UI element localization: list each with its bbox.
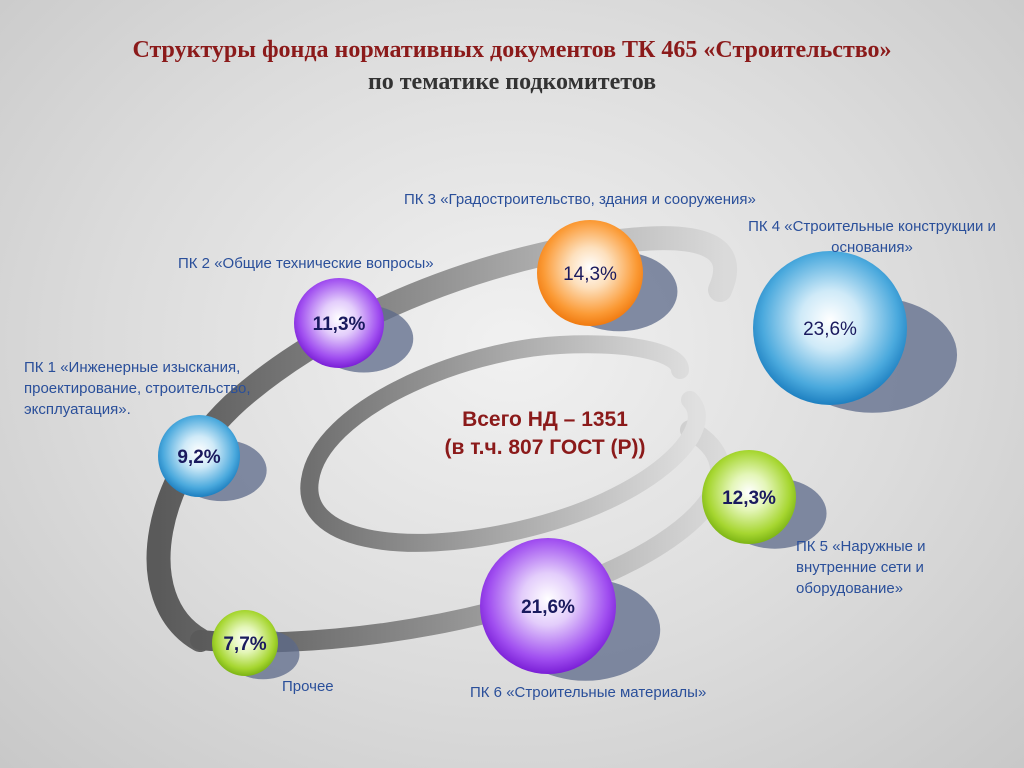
bubble-pk4: 23,6% — [753, 251, 958, 413]
label-other: Прочее — [282, 676, 402, 697]
total-line-2: (в т.ч. 807 ГОСТ (Р)) — [444, 436, 646, 459]
total-summary: Всего НД – 1351 (в т.ч. 807 ГОСТ (Р)) — [380, 406, 710, 462]
bubble-circle-pk5 — [702, 450, 796, 544]
bubbles-layer: 9,2% 11,3% 14,3% 23,6% 12,3% 21,6% 7,7% — [158, 220, 958, 681]
label-pk6: ПК 6 «Строительные материалы» — [470, 682, 770, 703]
label-pk4: ПК 4 «Строительные конструкции и основан… — [724, 216, 1020, 258]
label-pk5: ПК 5 «Наружные и внутренние сети и обору… — [796, 536, 986, 599]
bubble-value-other: 7,7% — [223, 634, 266, 655]
bubble-value-pk1: 9,2% — [177, 447, 220, 468]
bubble-pk1: 9,2% — [158, 415, 267, 502]
bubble-circle-pk4 — [753, 251, 907, 405]
bubble-circle-pk2 — [294, 278, 384, 368]
bubble-pk2: 11,3% — [294, 278, 414, 373]
label-pk2: ПК 2 «Общие технические вопросы» — [178, 253, 508, 274]
title-line-1: Структуры фонда нормативных документов Т… — [132, 37, 892, 63]
bubble-circle-pk6 — [480, 538, 616, 674]
chart-title: Структуры фонда нормативных документов Т… — [0, 34, 1024, 98]
label-pk5-text: ПК 5 «Наружные и внутренние сети и обору… — [796, 538, 926, 597]
bubble-pk5: 12,3% — [702, 450, 827, 549]
label-pk6-text: ПК 6 «Строительные материалы» — [470, 684, 707, 701]
bubble-value-pk2: 11,3% — [313, 314, 366, 335]
label-pk1-text: ПК 1 «Инженерные изыскания, проектирован… — [24, 359, 251, 418]
bubble-pk6: 21,6% — [480, 538, 661, 681]
bubble-value-pk3: 14,3% — [563, 264, 617, 285]
bubble-value-pk6: 21,6% — [521, 597, 575, 618]
total-line-1: Всего НД – 1351 — [462, 408, 628, 431]
bubble-circle-other — [212, 610, 278, 676]
bubble-pk3: 14,3% — [537, 220, 678, 332]
bubble-circle-pk1 — [158, 415, 240, 497]
bubble-circle-pk3 — [537, 220, 643, 326]
label-pk2-text: ПК 2 «Общие технические вопросы» — [178, 255, 434, 272]
title-line-2: по тематике подкомитетов — [367, 69, 657, 95]
label-pk3-text: ПК 3 «Градостроительство, здания и соору… — [404, 191, 756, 208]
bubble-value-pk4: 23,6% — [803, 319, 857, 340]
bubble-value-pk5: 12,3% — [722, 488, 776, 509]
label-other-text: Прочее — [282, 678, 334, 695]
bubble-other: 7,7% — [212, 610, 300, 680]
label-pk1: ПК 1 «Инженерные изыскания, проектирован… — [24, 357, 284, 420]
label-pk4-text: ПК 4 «Строительные конструкции и основан… — [748, 218, 996, 256]
label-pk3: ПК 3 «Градостроительство, здания и соору… — [404, 189, 844, 210]
